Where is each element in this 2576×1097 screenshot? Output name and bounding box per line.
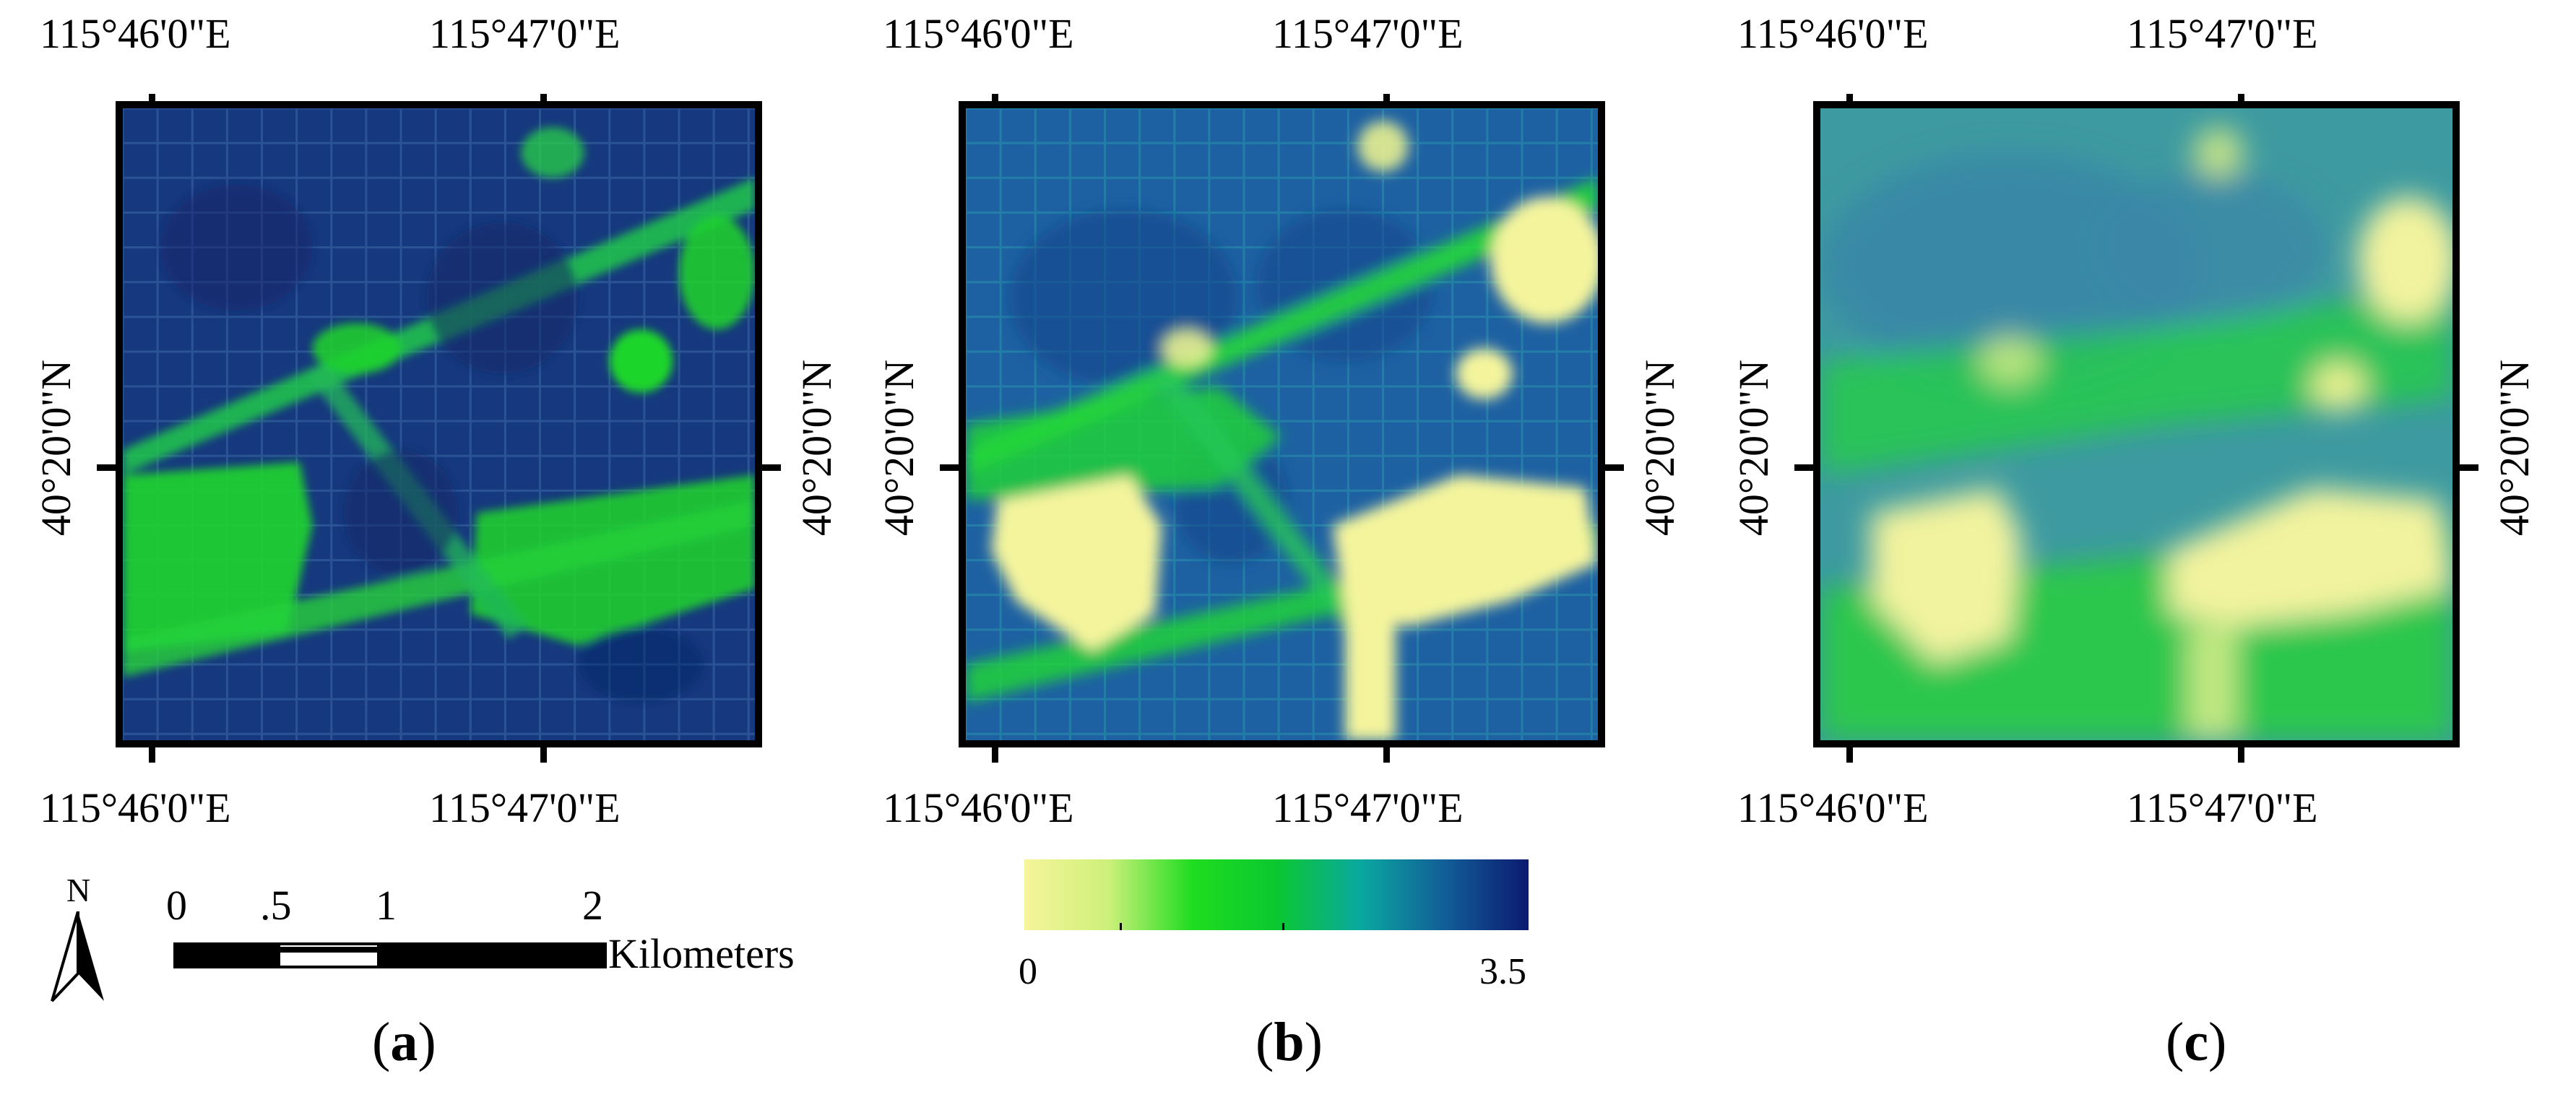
panel-c-bottom-tick-left — [1846, 745, 1853, 763]
panel-a-lat-right: 40°20'0"N — [793, 359, 840, 537]
panel-a-bottom-tick-right — [540, 745, 547, 763]
panel-c-left-tick — [1794, 464, 1816, 471]
legend-min: 0 — [1019, 951, 1037, 992]
legend-max: 3.5 — [1479, 951, 1526, 992]
north-arrow-icon — [51, 911, 104, 1002]
scale-tick-0: 0 — [166, 882, 187, 929]
panel-b-bottom-tick-left — [992, 745, 998, 763]
panel-c-top-lon-right: 115°47'0"E — [2127, 10, 2318, 57]
panel-c-right-tick — [2457, 464, 2478, 471]
panel-b-bottom-lon-left: 115°46'0"E — [883, 784, 1074, 831]
panel-b-bottom-lon-right: 115°47'0"E — [1272, 784, 1464, 831]
legend-tick-1 — [1120, 923, 1122, 930]
panel-c-bottom-lon-left: 115°46'0"E — [1737, 784, 1929, 831]
scale-tick-2: 2 — [582, 882, 603, 929]
panel-c-caption: (c) — [2166, 1012, 2227, 1072]
panel-b-caption: (b) — [1255, 1012, 1323, 1072]
scale-bar-graphic — [173, 942, 607, 968]
panel-b-left-tick — [940, 464, 961, 471]
panel-c-bottom-lon-right: 115°47'0"E — [2127, 784, 2318, 831]
panel-a-top-lon-right: 115°47'0"E — [429, 10, 621, 57]
panel-a-map — [116, 101, 762, 747]
panel-c-lat-right: 40°20'0"N — [2491, 359, 2538, 537]
scale-tick-05: .5 — [260, 882, 292, 929]
legend-tick-2 — [1282, 923, 1284, 930]
panel-a-lat-left: 40°20'0"N — [33, 359, 79, 537]
panel-b-top-lon-left: 115°46'0"E — [883, 10, 1074, 57]
panel-c-map — [1813, 101, 2460, 747]
panel-b-top-lon-right: 115°47'0"E — [1272, 10, 1464, 57]
panel-c-lat-left: 40°20'0"N — [1730, 359, 1777, 537]
legend-gradient — [1024, 859, 1529, 930]
scale-tick-1: 1 — [376, 882, 397, 929]
panel-a-bottom-lon-left: 115°46'0"E — [40, 784, 231, 831]
panel-b-lat-left: 40°20'0"N — [876, 359, 922, 537]
panel-a-bottom-tick-left — [149, 745, 155, 763]
panel-b-map — [959, 101, 1605, 747]
panel-c-bottom-tick-right — [2238, 745, 2244, 763]
north-label: N — [66, 872, 91, 909]
panel-b-lat-right: 40°20'0"N — [1636, 359, 1683, 537]
panel-b-right-tick — [1602, 464, 1624, 471]
panel-a-caption: (a) — [372, 1012, 436, 1072]
panel-a-top-lon-left: 115°46'0"E — [40, 10, 231, 57]
north-arrow: N — [49, 874, 107, 1004]
panel-a-right-tick — [759, 464, 781, 471]
panel-a-left-tick — [97, 464, 118, 471]
panel-a-bottom-lon-right: 115°47'0"E — [429, 784, 621, 831]
panel-c-top-lon-left: 115°46'0"E — [1737, 10, 1929, 57]
scale-unit: Kilometers — [608, 930, 795, 977]
panel-b-bottom-tick-right — [1383, 745, 1390, 763]
